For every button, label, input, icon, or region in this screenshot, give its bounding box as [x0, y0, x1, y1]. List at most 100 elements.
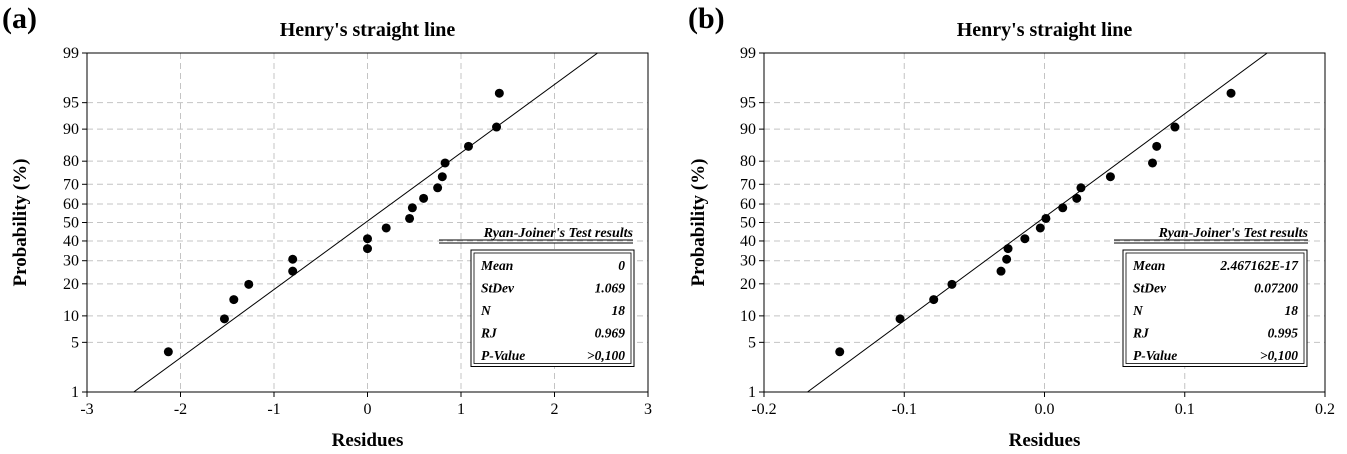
chart-a-data-point	[229, 295, 239, 305]
chart-b-data-point	[929, 295, 939, 305]
chart-a-test-value: >0,100	[587, 348, 625, 363]
chart-b-test-value: 0.995	[1268, 326, 1299, 341]
chart-b-data-point	[1170, 122, 1180, 132]
chart-a-data-point	[463, 141, 473, 151]
chart-b-y-tick-label: 20	[740, 276, 756, 293]
chart-a-y-tick-label: 50	[63, 215, 79, 232]
chart-a-x-tick-label: 0	[364, 401, 372, 418]
chart-b-test-label: N	[1132, 303, 1144, 318]
chart-b-test-label: StDev	[1133, 281, 1167, 296]
chart-b-y-tick-label: 1	[748, 384, 756, 401]
chart-a-test-label: StDev	[481, 281, 515, 296]
chart-a-y-axis-label: Probability (%)	[10, 159, 31, 287]
chart-a-fit-line	[133, 53, 599, 392]
chart-b-test-label: P-Value	[1133, 348, 1177, 363]
chart-a-x-tick-label: -3	[80, 401, 93, 418]
chart-a-data-point	[363, 234, 372, 244]
chart-a-y-tick-label: 90	[63, 121, 79, 138]
chart-b-x-tick-label: -0.2	[751, 401, 776, 418]
chart-b-y-tick-label: 70	[740, 176, 756, 193]
chart-a-y-tick-label: 40	[63, 233, 79, 250]
chart-b-test-results: Ryan-Joiner's Test results Mean 2.467162E-…	[1114, 226, 1309, 367]
chart-a-test-value: 0.969	[595, 326, 626, 341]
chart-a-title: Henry's straight line	[280, 19, 456, 41]
chart-b-y-tick-label: 90	[740, 121, 756, 138]
chart-b-test-label: Mean	[1132, 258, 1165, 273]
chart-a-y-tick-label: 10	[63, 308, 79, 325]
chart-a-test-value: 1.069	[595, 281, 626, 296]
chart-a-data-point	[437, 172, 447, 182]
chart-a-data-point	[440, 158, 450, 168]
chart-b-data-point	[1035, 223, 1045, 233]
chart-b-data-point	[1003, 244, 1013, 254]
chart-b-data-point	[1226, 88, 1236, 98]
chart-a-test-label: P-Value	[481, 348, 525, 363]
chart-b-test-heading: Ryan-Joiner's Test results	[1158, 226, 1309, 241]
chart-b-y-tick-label: 95	[740, 95, 756, 112]
chart-b-test-box-inner	[1125, 252, 1305, 364]
chart-b-plot-area	[807, 53, 1269, 392]
chart-a-data-point	[419, 193, 429, 203]
chart-a-x-tick-label: -2	[174, 401, 187, 418]
chart-b-data-point	[895, 314, 905, 324]
chart-b-title: Henry's straight line	[957, 19, 1133, 41]
chart-b-plot-group: (b) Henry's straight line -0.2 -0.1 0.0 0.1 0.…	[688, 2, 1335, 451]
chart-a-data-point	[363, 244, 372, 254]
chart-a-test-value: 18	[612, 303, 626, 318]
chart-b-y-tick-label: 40	[740, 233, 756, 250]
chart-a-test-label: RJ	[480, 326, 498, 341]
chart-b-data-point	[1058, 203, 1068, 213]
chart-a-data-point	[288, 254, 298, 264]
chart-b-x-tick-label: 0.2	[1315, 401, 1335, 418]
chart-a-data-point	[288, 266, 298, 276]
chart-a-x-tick-label: 1	[457, 401, 465, 418]
chart-a-data-point	[244, 279, 254, 289]
chart-a-test-box-inner	[473, 252, 632, 364]
chart-a-test-results: Ryan-Joiner's Test results Mean 0 StDev 1.06…	[439, 226, 635, 367]
chart-a-data-point	[492, 122, 502, 132]
chart-b-test-label: RJ	[1132, 326, 1150, 341]
chart-a-test-box	[470, 249, 635, 367]
chart-b-y-tick-label: 30	[740, 253, 756, 270]
chart-b-x-tick-label: 0.1	[1175, 401, 1195, 418]
chart-b-data-point	[1041, 213, 1051, 223]
chart-b-panel-label: (b)	[688, 2, 725, 35]
chart-b-test-value: 0.07200	[1254, 281, 1298, 296]
chart-a-test-value: 0	[618, 258, 625, 273]
chart-a-data-point	[381, 223, 391, 233]
chart-a-plot-group: (a) Henry's straight line -3 -2 -1 0 1 2 3 1 5 10 20…	[2, 2, 652, 451]
chart-a-data-point	[407, 203, 417, 213]
chart-a-data-point	[219, 314, 229, 324]
chart-b-y-tick-label: 99	[740, 45, 756, 62]
chart-a-y-tick-label: 1	[71, 384, 79, 401]
chart-b-y-tick-label: 80	[740, 153, 756, 170]
chart-b-data-point	[1002, 254, 1012, 264]
chart-a-x-tick-label: 2	[551, 401, 559, 418]
chart-b-x-tick-label: -0.1	[892, 401, 917, 418]
chart-b-y-tick-label: 50	[740, 215, 756, 232]
chart-b-data-point	[1072, 193, 1082, 203]
chart-b-x-axis-label: Residues	[1009, 430, 1081, 451]
chart-b-data-point	[1020, 234, 1030, 244]
chart-b-data-point	[1147, 158, 1157, 168]
chart-a-x-axis-label: Residues	[332, 430, 404, 451]
chart-a-panel-label: (a)	[2, 2, 37, 35]
chart-a-data-point	[494, 88, 504, 98]
chart-b-y-tick-label: 10	[740, 308, 756, 325]
chart-a-test-heading: Ryan-Joiner's Test results	[483, 226, 634, 241]
chart-b-test-value: 2.467162E-17	[1219, 258, 1299, 273]
chart-a-y-tick-label: 60	[63, 196, 79, 213]
chart-a-test-label: Mean	[480, 258, 513, 273]
chart-a-data-point	[163, 347, 173, 357]
chart-a-y-tick-label: 80	[63, 153, 79, 170]
chart-a-y-tick-label: 30	[63, 253, 79, 270]
chart-a-y-tick-label: 95	[63, 95, 79, 112]
chart-b-test-box	[1122, 249, 1308, 367]
chart-b-test-value: >0,100	[1260, 348, 1298, 363]
chart-a-data-point	[433, 183, 443, 193]
chart-b-x-tick-label: 0.0	[1035, 401, 1055, 418]
chart-a-y-tick-label: 70	[63, 176, 79, 193]
chart-b-data-point	[1076, 183, 1086, 193]
chart-a-y-tick-label: 99	[63, 45, 79, 62]
chart-a-x-tick-label: -1	[267, 401, 280, 418]
